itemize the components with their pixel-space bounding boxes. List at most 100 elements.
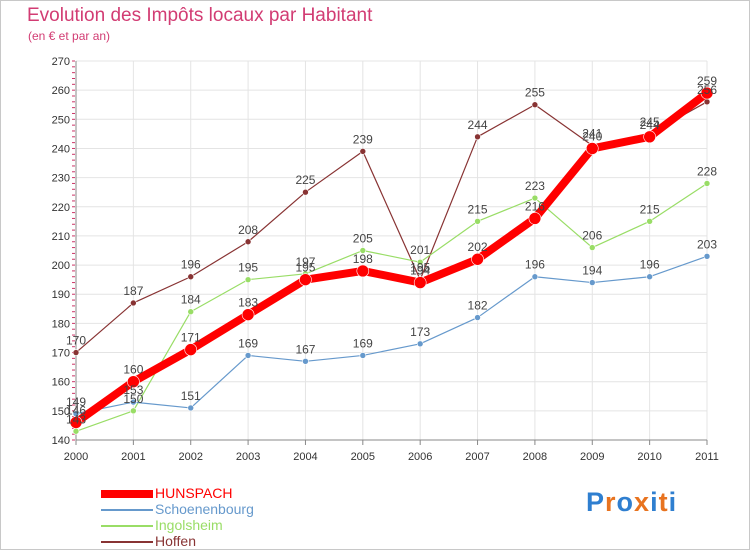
data-point-schoenenbourg xyxy=(531,273,539,281)
data-label-ingolsheim: 215 xyxy=(640,202,660,216)
y-tick-label: 150 xyxy=(52,406,70,418)
series-line-schoenenbourg xyxy=(75,255,708,415)
data-point-schoenenbourg xyxy=(130,398,137,406)
data-label-schoenenbourg: 169 xyxy=(353,336,373,350)
data-label-hoffen: 187 xyxy=(123,284,143,298)
data-label-schoenenbourg: 182 xyxy=(468,299,488,313)
data-point-hunspach xyxy=(585,142,599,155)
data-point-ingolsheim xyxy=(474,218,481,225)
data-label-hunspach: 240 xyxy=(582,129,602,143)
series-line-ingolsheim xyxy=(75,182,708,432)
data-point-ingolsheim xyxy=(244,276,252,283)
y-tick-label: 260 xyxy=(52,85,70,97)
plot-area xyxy=(76,61,707,440)
data-label-schoenenbourg: 203 xyxy=(697,237,717,251)
data-point-hunspach xyxy=(528,212,542,225)
data-point-hunspach xyxy=(356,264,370,278)
data-label-schoenenbourg: 173 xyxy=(410,325,430,339)
data-label-ingolsheim: 205 xyxy=(353,232,373,246)
data-label-ingolsheim: 201 xyxy=(410,243,430,257)
data-label-schoenenbourg: 149 xyxy=(66,395,86,409)
data-label-schoenenbourg: 169 xyxy=(238,336,258,350)
data-label-ingolsheim: 197 xyxy=(295,255,315,269)
data-point-hunspach xyxy=(471,252,484,266)
chart-title: Evolution des Impôts locaux par Habitant xyxy=(27,5,373,26)
data-point-schoenenbourg xyxy=(416,340,424,348)
data-label-schoenenbourg: 167 xyxy=(295,342,315,356)
y-tick-label: 160 xyxy=(52,377,70,389)
data-label-hunspach: 183 xyxy=(238,296,258,310)
y-tick-label: 230 xyxy=(52,173,70,185)
legend-swatch xyxy=(101,490,153,498)
x-tick-label: 2009 xyxy=(580,451,604,463)
x-tick-label: 2008 xyxy=(523,451,547,463)
data-label-schoenenbourg: 153 xyxy=(123,383,143,397)
logo-letter: x xyxy=(634,487,651,517)
data-label-ingolsheim: 228 xyxy=(697,164,717,178)
y-tick-label: 240 xyxy=(52,143,70,155)
legend-label: Ingolsheim xyxy=(155,517,223,533)
data-point-ingolsheim xyxy=(72,427,80,435)
y-tick-label: 140 xyxy=(52,435,70,447)
x-tick-label: 2000 xyxy=(64,451,88,463)
data-label-hunspach: 195 xyxy=(295,261,315,275)
data-label-ingolsheim: 195 xyxy=(238,261,258,275)
y-tick-label: 210 xyxy=(52,231,70,243)
data-label-ingolsheim: 223 xyxy=(525,179,545,193)
data-label-hoffen: 196 xyxy=(181,258,201,272)
data-point-hoffen xyxy=(130,299,137,307)
y-tick-label: 200 xyxy=(52,260,70,272)
y-tick-label: 270 xyxy=(52,56,70,68)
data-point-schoenenbourg xyxy=(588,279,596,286)
data-point-ingolsheim xyxy=(130,407,137,415)
data-point-hunspach xyxy=(241,308,255,321)
logo-letter: t xyxy=(658,487,669,517)
x-tick-label: 2007 xyxy=(465,451,489,463)
data-point-hoffen xyxy=(474,133,481,141)
data-point-ingolsheim xyxy=(416,258,424,266)
data-label-hunspach: 171 xyxy=(181,331,201,345)
data-label-ingolsheim: 143 xyxy=(66,412,86,426)
data-label-ingolsheim: 150 xyxy=(123,392,143,406)
data-point-schoenenbourg xyxy=(302,357,309,365)
y-tick-label: 180 xyxy=(52,318,70,330)
data-label-hoffen: 241 xyxy=(582,127,602,141)
x-tick-label: 2011 xyxy=(695,451,719,463)
data-label-hoffen: 255 xyxy=(525,86,545,100)
data-label-hoffen: 170 xyxy=(66,334,86,348)
data-point-hunspach xyxy=(69,416,83,429)
data-label-hoffen: 245 xyxy=(640,115,660,129)
data-point-schoenenbourg xyxy=(244,352,252,359)
data-label-ingolsheim: 215 xyxy=(468,202,488,216)
legend-swatch xyxy=(101,525,153,527)
y-tick-label: 250 xyxy=(52,114,70,126)
x-tick-label: 2004 xyxy=(293,451,317,463)
logo-letter: i xyxy=(650,487,659,517)
data-point-schoenenbourg xyxy=(474,314,481,321)
logo-letter: r xyxy=(605,487,617,517)
data-point-hoffen xyxy=(187,273,195,281)
data-point-hoffen xyxy=(359,148,367,155)
data-label-schoenenbourg: 196 xyxy=(640,258,660,272)
data-point-hunspach xyxy=(700,86,714,100)
data-point-ingolsheim xyxy=(187,308,195,316)
series-line-hunspach xyxy=(72,89,711,427)
data-point-hoffen xyxy=(531,101,539,109)
data-label-hoffen: 208 xyxy=(238,223,258,237)
legend-swatch xyxy=(101,509,153,511)
x-tick-label: 2010 xyxy=(637,451,661,463)
data-label-hunspach: 198 xyxy=(353,252,373,266)
data-point-hunspach xyxy=(184,343,198,356)
data-label-hunspach: 194 xyxy=(410,264,430,278)
data-point-hunspach xyxy=(413,276,427,289)
y-tick-label: 190 xyxy=(52,289,70,301)
chart-subtitle: (en € et par an) xyxy=(28,29,111,43)
data-label-hunspach: 160 xyxy=(123,363,143,377)
data-point-hunspach xyxy=(643,130,656,144)
y-tick-label: 170 xyxy=(52,348,70,360)
data-point-schoenenbourg xyxy=(703,253,711,260)
logo-letter: i xyxy=(668,487,678,517)
logo-letter: P xyxy=(586,487,606,517)
